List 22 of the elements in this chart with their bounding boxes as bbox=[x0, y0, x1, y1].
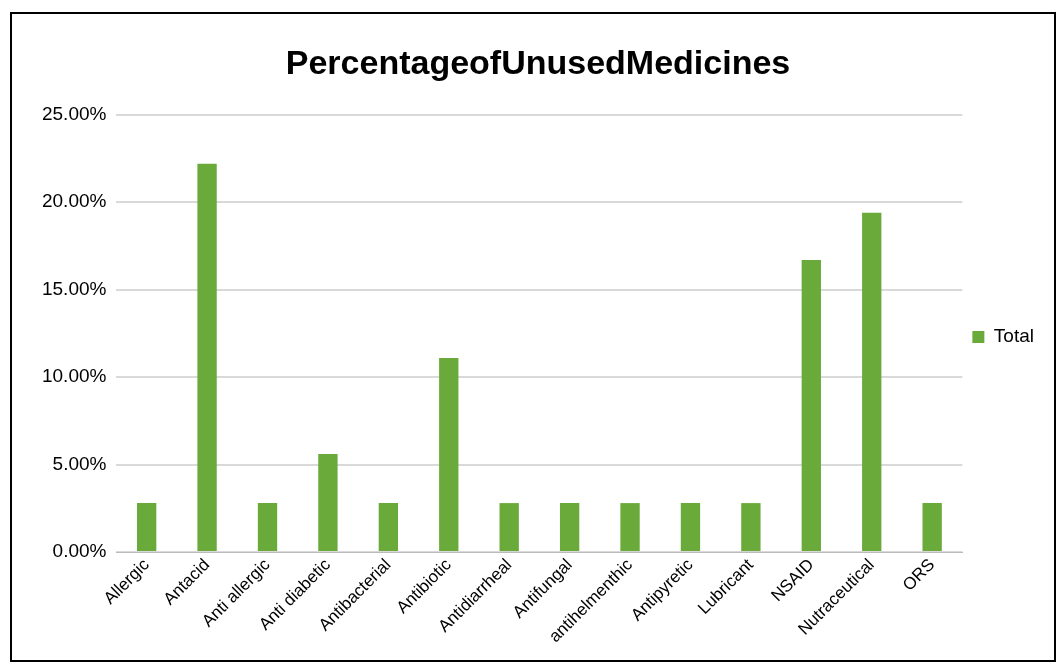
y-tick-label: 10.00% bbox=[41, 365, 107, 387]
y-tick-label: 0.00% bbox=[52, 540, 107, 562]
bar bbox=[922, 503, 942, 552]
bar bbox=[378, 503, 399, 552]
bar bbox=[318, 454, 338, 552]
bar bbox=[801, 259, 821, 552]
bar bbox=[136, 503, 157, 552]
bar bbox=[439, 357, 459, 552]
chart-title: PercentageofUnusedMedicines bbox=[285, 42, 791, 81]
y-tick-label: 20.00% bbox=[41, 190, 107, 212]
y-tick-label: 15.00% bbox=[41, 277, 107, 299]
bar bbox=[680, 503, 701, 552]
y-tick-label: 5.00% bbox=[52, 452, 107, 474]
bar bbox=[499, 503, 519, 552]
y-tick-label: 25.00% bbox=[41, 103, 107, 125]
bar bbox=[197, 163, 217, 552]
legend-label: Total bbox=[993, 325, 1035, 347]
bar bbox=[862, 212, 882, 552]
bar bbox=[741, 503, 761, 552]
bar bbox=[257, 503, 278, 552]
bar bbox=[559, 503, 580, 552]
bar bbox=[620, 503, 640, 552]
